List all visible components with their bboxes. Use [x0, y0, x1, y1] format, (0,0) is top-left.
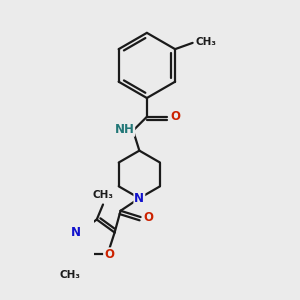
Text: N: N	[134, 192, 144, 205]
Text: N: N	[71, 226, 81, 239]
Text: O: O	[144, 211, 154, 224]
Text: O: O	[170, 110, 180, 123]
Text: O: O	[104, 248, 114, 261]
Text: CH₃: CH₃	[196, 37, 217, 47]
Text: NH: NH	[114, 123, 134, 136]
Text: CH₃: CH₃	[59, 271, 80, 281]
Text: CH₃: CH₃	[92, 190, 113, 200]
